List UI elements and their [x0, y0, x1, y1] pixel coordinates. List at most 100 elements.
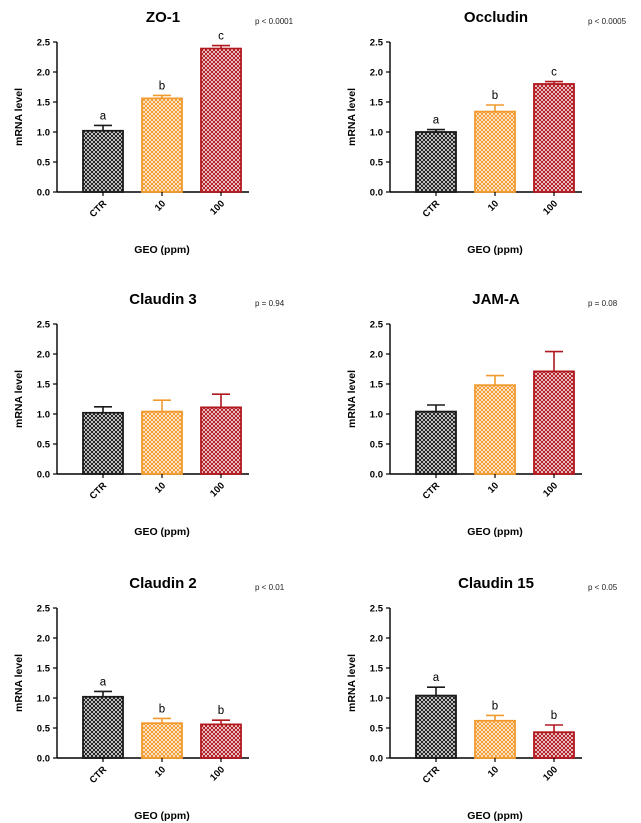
y-tick-label: 2.5: [37, 320, 51, 331]
y-tick-label: 0.5: [370, 440, 384, 451]
p-value-label: p < 0.05: [588, 583, 618, 592]
bar-CTR: [83, 131, 123, 192]
panel-title: Occludin: [464, 9, 528, 26]
x-tick-label: 100: [541, 198, 560, 217]
bar-10: [142, 723, 182, 758]
bar-100: [201, 49, 241, 192]
bar-100: [534, 371, 574, 474]
y-axis-label: mRNA level: [13, 370, 25, 428]
chart-panel: Claudin 15 p < 0.05 0.0 0.5 1.0 1.5 2.0 2.5 mRNA…: [346, 575, 618, 822]
panel-title: Claudin 2: [129, 575, 197, 592]
x-tick-label: CTR: [421, 198, 443, 220]
y-tick-label: 1.0: [37, 694, 50, 705]
y-tick-label: 2.5: [370, 38, 384, 49]
bar-10: [475, 385, 515, 474]
y-tick-label: 1.0: [370, 694, 383, 705]
p-value-label: p < 0.0001: [255, 17, 294, 26]
bar-CTR: [416, 412, 456, 474]
y-tick-label: 1.5: [37, 380, 51, 391]
significance-letter: b: [159, 80, 165, 92]
y-tick-label: 1.0: [370, 128, 383, 139]
x-tick-label: CTR: [421, 764, 443, 786]
chart-panel: Claudin 2 p < 0.01 0.0 0.5 1.0 1.5 2.0 2.5 mRNA …: [13, 575, 285, 822]
y-axis-label: mRNA level: [13, 88, 25, 146]
significance-letter: b: [159, 703, 165, 715]
y-tick-label: 0.0: [370, 470, 383, 481]
y-tick-label: 0.0: [37, 188, 50, 199]
y-tick-label: 0.0: [37, 470, 50, 481]
y-axis-label: mRNA level: [346, 654, 358, 712]
x-tick-label: 100: [541, 764, 560, 783]
y-tick-label: 2.0: [370, 350, 383, 361]
y-tick-label: 0.0: [370, 188, 383, 199]
p-value-label: p < 0.01: [255, 583, 285, 592]
y-tick-label: 1.5: [37, 98, 51, 109]
y-tick-label: 1.0: [370, 410, 383, 421]
x-tick-label: 100: [208, 764, 227, 783]
y-tick-label: 1.5: [370, 380, 384, 391]
y-tick-label: 1.0: [37, 410, 50, 421]
y-axis-label: mRNA level: [346, 370, 358, 428]
y-tick-label: 1.0: [37, 128, 50, 139]
p-value-label: p < 0.0005: [588, 17, 627, 26]
bar-100: [534, 732, 574, 758]
chart-panel: Claudin 3 p = 0.94 0.0 0.5 1.0 1.5 2.0 2.5 mRNA …: [13, 291, 285, 538]
y-tick-label: 0.5: [37, 158, 51, 169]
y-tick-label: 2.0: [370, 634, 383, 645]
p-value-label: p = 0.94: [255, 299, 285, 308]
significance-letter: b: [492, 700, 498, 712]
x-axis-label: GEO (ppm): [134, 810, 189, 822]
bar-100: [201, 407, 241, 474]
y-tick-label: 1.5: [370, 664, 384, 675]
significance-letter: b: [551, 710, 557, 722]
y-tick-label: 1.5: [37, 664, 51, 675]
x-axis-label: GEO (ppm): [467, 526, 522, 538]
bar-CTR: [83, 697, 123, 758]
significance-letter: a: [433, 672, 440, 684]
chart-panel: ZO-1 p < 0.0001 0.0 0.5 1.0 1.5 2.0 2.5 mRNA lev…: [13, 9, 294, 256]
bar-10: [475, 112, 515, 192]
significance-letter: b: [218, 705, 224, 717]
y-tick-label: 0.5: [370, 724, 384, 735]
significance-letter: c: [218, 31, 224, 43]
y-tick-label: 0.0: [370, 754, 383, 765]
x-tick-label: 100: [541, 480, 560, 499]
y-tick-label: 2.5: [370, 320, 384, 331]
bar-CTR: [416, 132, 456, 192]
x-tick-label: 10: [153, 764, 168, 779]
significance-letter: c: [551, 67, 557, 79]
bar-CTR: [416, 696, 456, 758]
bar-100: [201, 724, 241, 758]
x-tick-label: 10: [153, 198, 168, 213]
x-tick-label: 10: [486, 198, 501, 213]
x-tick-label: CTR: [88, 198, 110, 220]
x-tick-label: CTR: [88, 480, 110, 502]
y-tick-label: 0.5: [37, 724, 51, 735]
panel-title: JAM-A: [472, 291, 520, 308]
significance-letter: a: [100, 110, 107, 122]
y-tick-label: 2.5: [37, 38, 51, 49]
y-tick-label: 1.5: [370, 98, 384, 109]
x-tick-label: 100: [208, 480, 227, 499]
y-tick-label: 2.0: [370, 68, 383, 79]
p-value-label: p = 0.08: [588, 299, 618, 308]
chart-panel: JAM-A p = 0.08 0.0 0.5 1.0 1.5 2.0 2.5 mRNA leve…: [346, 291, 618, 538]
chart-panel: Occludin p < 0.0005 0.0 0.5 1.0 1.5 2.0 2.5 mRNA…: [346, 9, 627, 256]
y-axis-label: mRNA level: [13, 654, 25, 712]
y-tick-label: 2.0: [37, 350, 50, 361]
significance-letter: b: [492, 90, 498, 102]
x-axis-label: GEO (ppm): [467, 810, 522, 822]
panel-title: Claudin 15: [458, 575, 534, 592]
x-axis-label: GEO (ppm): [134, 244, 189, 256]
x-axis-label: GEO (ppm): [467, 244, 522, 256]
y-tick-label: 0.5: [37, 440, 51, 451]
bar-CTR: [83, 413, 123, 474]
panel-title: Claudin 3: [129, 291, 197, 308]
bar-10: [142, 98, 182, 192]
y-tick-label: 2.5: [370, 604, 384, 615]
x-tick-label: 100: [208, 198, 227, 217]
x-tick-label: CTR: [88, 764, 110, 786]
significance-letter: a: [433, 115, 440, 127]
x-tick-label: CTR: [421, 480, 443, 502]
bar-100: [534, 84, 574, 192]
